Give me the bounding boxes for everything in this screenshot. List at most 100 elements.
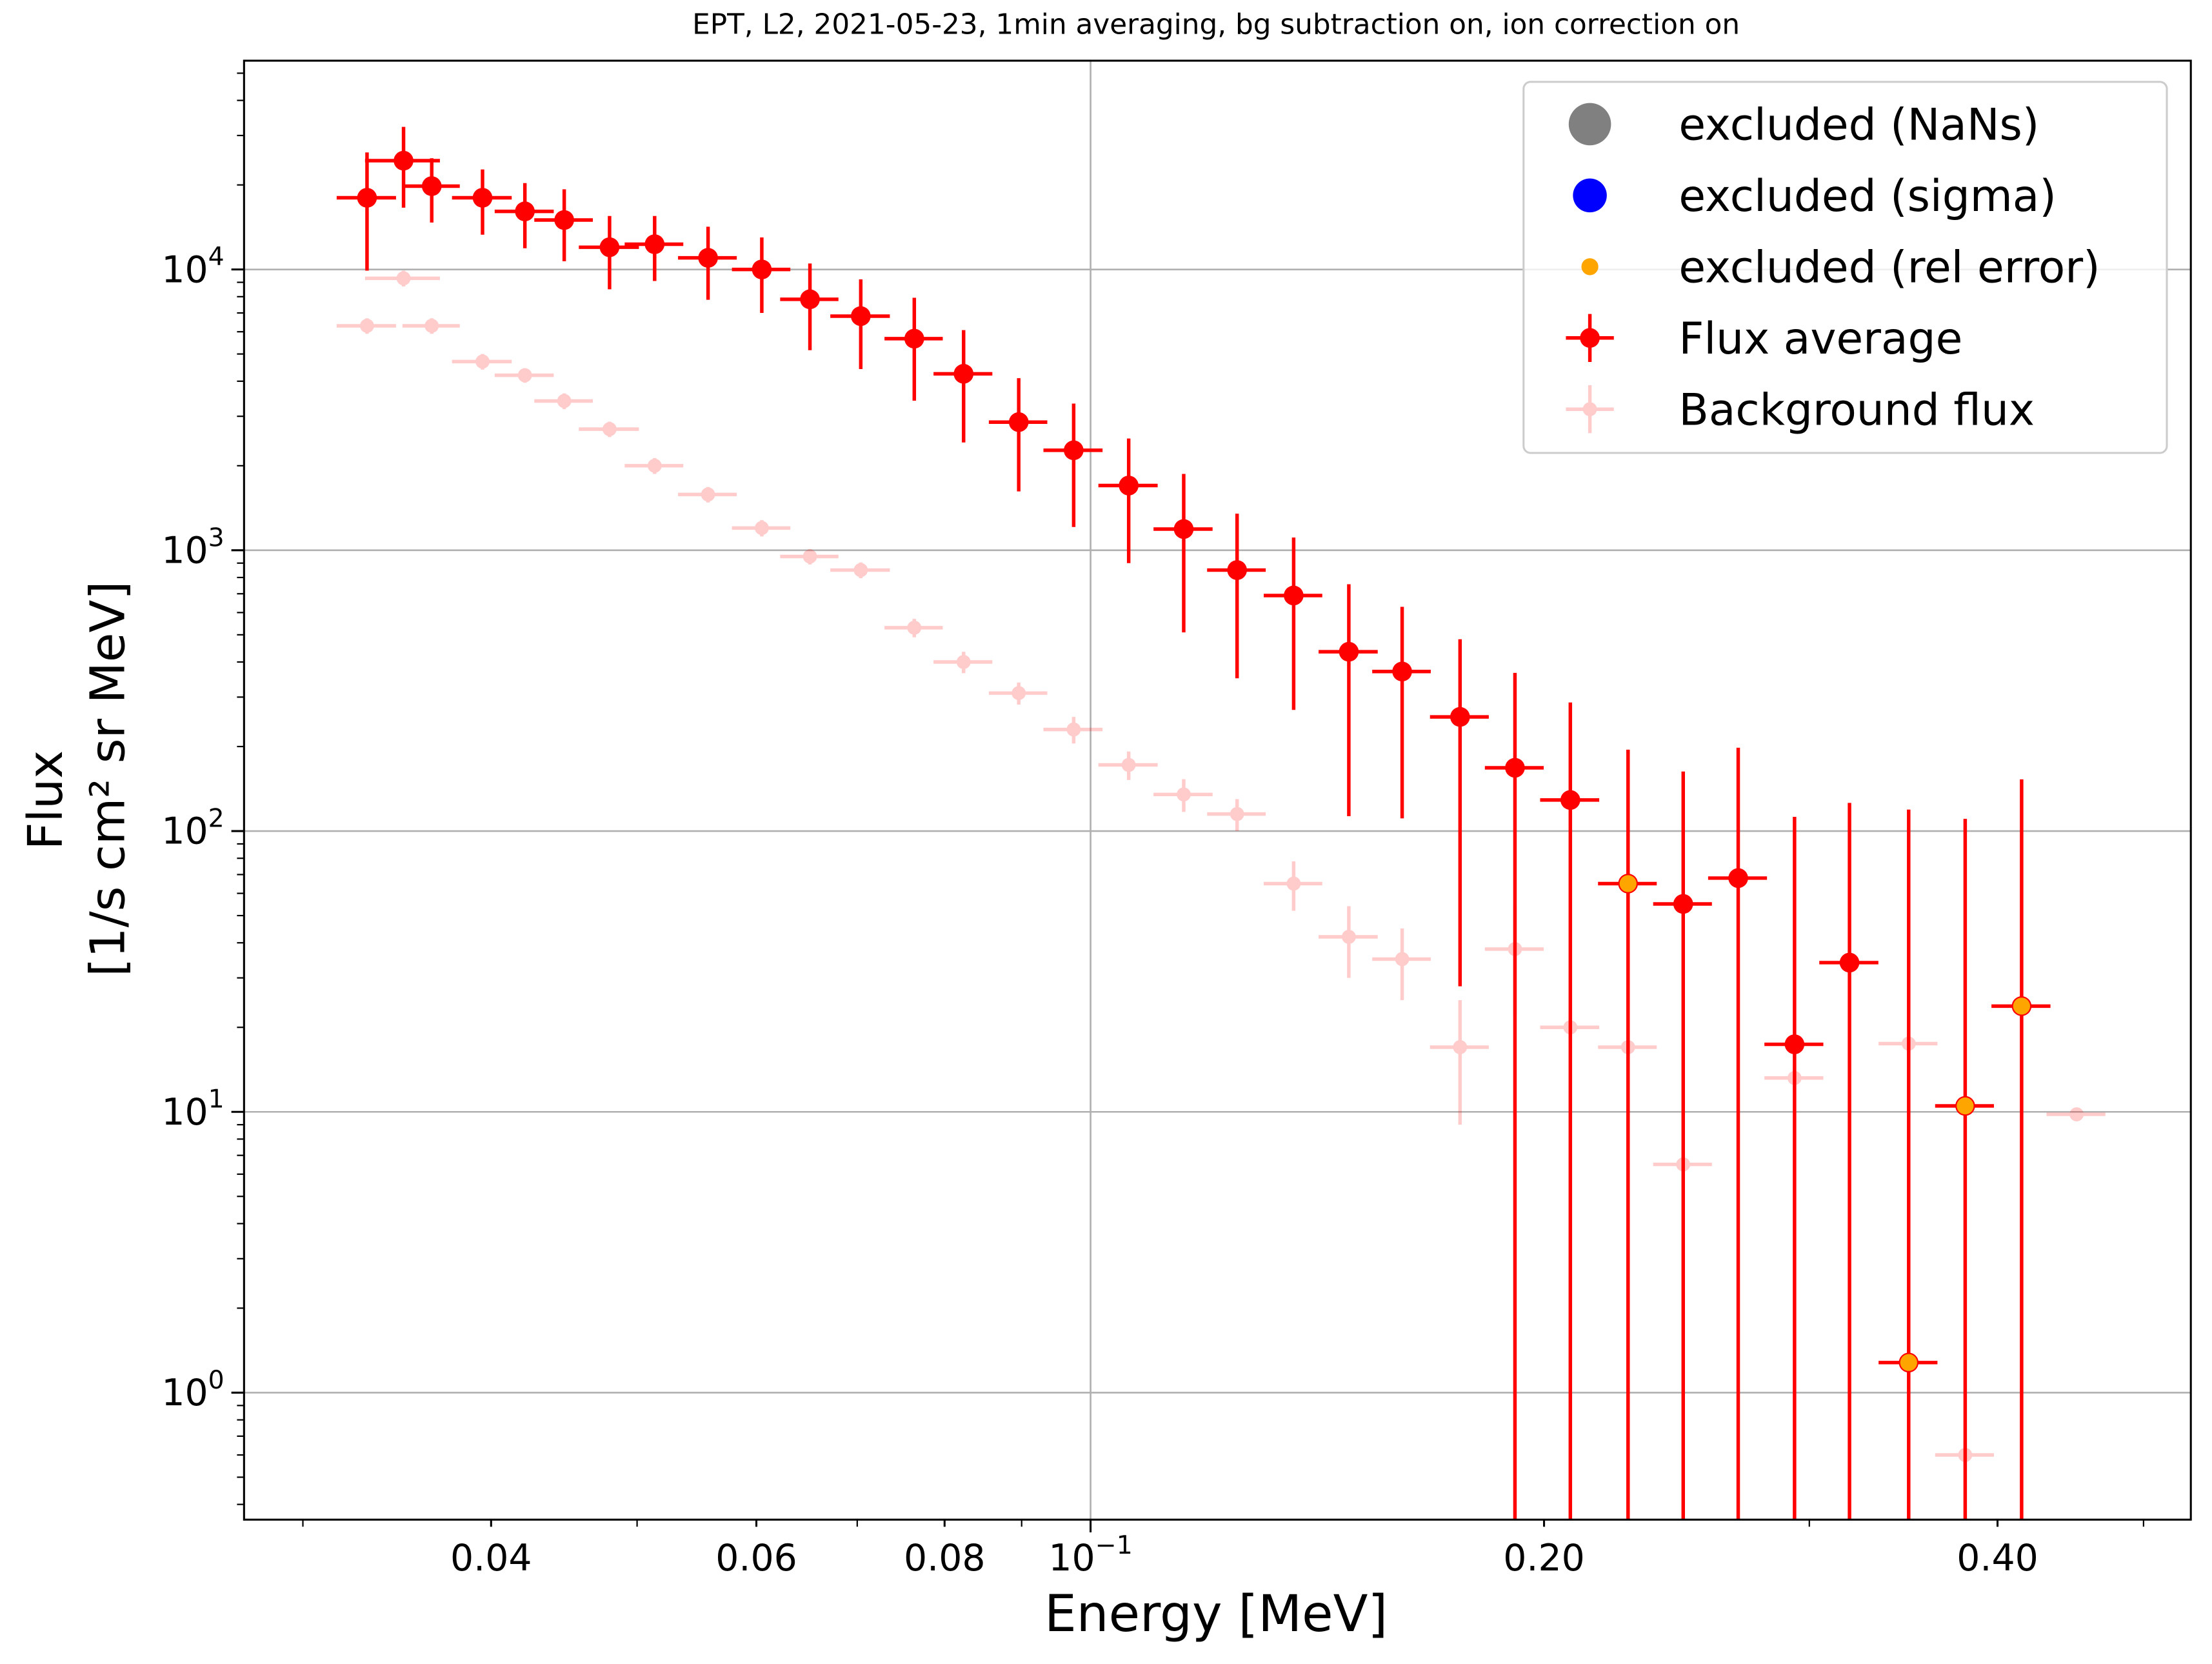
data-point: [1341, 930, 1356, 944]
legend-dot: [1580, 328, 1600, 348]
data-point: [698, 248, 718, 268]
data-point: [1450, 707, 1470, 727]
data-point: [554, 210, 574, 230]
y-tick-label-base: 10: [161, 530, 208, 572]
data-point: [1728, 868, 1748, 888]
data-point: [953, 364, 974, 384]
data-point: [1560, 790, 1580, 810]
data-point: [1453, 1040, 1468, 1054]
data-point: [1784, 1034, 1805, 1054]
data-point: [701, 487, 715, 502]
data-point: [851, 306, 871, 326]
legend-marker: [1568, 103, 1611, 146]
data-point: [907, 620, 922, 635]
y-axis-label: [1/s cm² sr MeV]: [79, 581, 135, 977]
legend-label: excluded (NaNs): [1679, 99, 2039, 150]
x-tick-label: 0.06: [715, 1537, 797, 1579]
y-tick-label: 100: [161, 1365, 224, 1414]
data-point: [475, 354, 490, 369]
plot-frame: [243, 59, 2192, 1521]
legend-dot: [1573, 178, 1607, 213]
data-point: [956, 655, 971, 669]
data-point: [1839, 952, 1860, 973]
legend-label: Flux average: [1679, 313, 1962, 364]
y-tick-label-exponent: 3: [208, 523, 224, 552]
data-point: [1957, 1097, 1974, 1115]
data-point: [1395, 952, 1410, 967]
y-tick-label-base: 10: [161, 1091, 208, 1134]
data-point: [1230, 807, 1244, 821]
y-tick-label-base: 10: [161, 248, 208, 291]
data-point: [1011, 686, 1026, 701]
data-point: [904, 328, 924, 349]
y-tick-label: 103: [161, 523, 224, 572]
data-point: [472, 188, 493, 208]
x-tick-label: 0.04: [450, 1537, 532, 1579]
data-point: [1064, 440, 1084, 461]
data-point: [394, 150, 414, 171]
x-axis-label: Energy [MeV]: [1044, 1584, 1388, 1643]
legend-dot: [1581, 258, 1599, 276]
y-tick-label-exponent: 4: [208, 242, 224, 272]
y-tick-label: 104: [161, 242, 224, 291]
legend-marker: [1581, 258, 1599, 276]
data-point: [2069, 1107, 2084, 1122]
data-point: [421, 176, 442, 196]
data-point: [802, 549, 817, 564]
data-point: [1900, 1354, 1917, 1371]
data-point: [800, 289, 820, 310]
series: [336, 126, 2051, 1520]
data-point: [752, 259, 772, 279]
y-tick-label-exponent: 1: [208, 1085, 224, 1114]
data-point: [1673, 894, 1693, 914]
y-axis-label: Flux: [17, 750, 74, 850]
data-point: [396, 271, 411, 286]
data-point: [1008, 412, 1029, 432]
data-point: [602, 422, 617, 437]
legend-label: Background flux: [1679, 384, 2035, 435]
data-point: [1177, 787, 1191, 802]
chart-title: EPT, L2, 2021-05-23, 1min averaging, bg …: [692, 8, 1740, 41]
data-point: [647, 458, 662, 473]
x-tick-label-base: 10: [1048, 1537, 1095, 1579]
x-tick-label: 0.08: [904, 1537, 986, 1579]
x-tick-label: 10−1: [1048, 1530, 1132, 1579]
y-tick-label: 102: [161, 803, 224, 852]
data-point: [2013, 997, 2030, 1015]
x-tick-label-exponent: −1: [1095, 1530, 1133, 1560]
legend-label: excluded (sigma): [1679, 170, 2056, 221]
data-point: [357, 188, 377, 208]
data-point: [1286, 876, 1301, 891]
data-point: [424, 319, 439, 333]
legend-label: excluded (rel error): [1679, 241, 2100, 292]
data-point: [1121, 757, 1136, 772]
legend-marker: [1566, 314, 1614, 362]
legend-marker: [1573, 178, 1607, 213]
data-point: [1284, 585, 1304, 606]
legend-box: [1522, 81, 2168, 454]
data-point: [1392, 661, 1412, 682]
x-tick-label: 0.40: [1957, 1537, 2038, 1579]
data-point: [557, 394, 572, 408]
data-point: [1227, 560, 1248, 580]
y-tick-label: 101: [161, 1085, 224, 1134]
data-point: [1119, 476, 1139, 496]
data-point: [1066, 722, 1081, 737]
y-tick-label-base: 10: [161, 1372, 208, 1414]
data-point: [517, 368, 532, 383]
data-point: [599, 237, 620, 257]
y-tick-label-exponent: 2: [208, 803, 224, 833]
legend-dot: [1568, 103, 1611, 146]
series: [1619, 875, 2030, 1371]
data-point: [1505, 757, 1525, 778]
data-point: [515, 201, 535, 221]
legend-dot: [1582, 402, 1597, 417]
y-tick-label-base: 10: [161, 810, 208, 853]
data-point: [853, 563, 868, 577]
data-point: [644, 234, 665, 254]
x-tick-label: 0.20: [1503, 1537, 1585, 1579]
data-point: [360, 319, 374, 333]
y-tick-label-exponent: 0: [208, 1365, 224, 1395]
data-point: [1619, 875, 1637, 892]
